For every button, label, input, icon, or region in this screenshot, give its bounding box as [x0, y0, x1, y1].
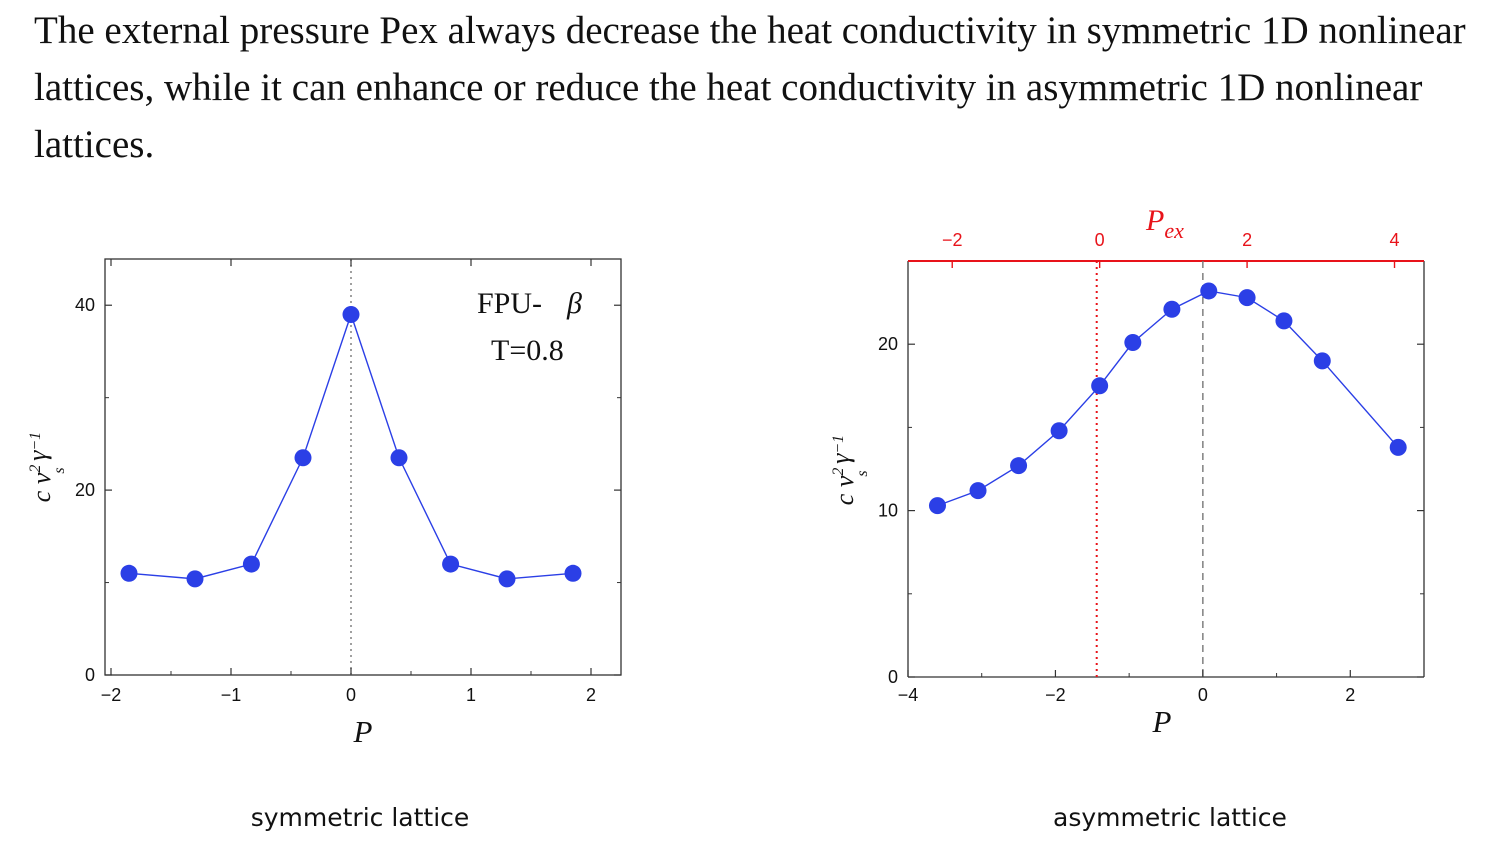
top-x-tick-label: 0: [1095, 230, 1105, 250]
y-tick-label: 10: [878, 501, 898, 521]
data-point: [1238, 289, 1256, 307]
y-axis-label-text: c v2 s γ−1: [826, 435, 871, 505]
data-point: [390, 449, 408, 467]
y-tick-label: 0: [888, 667, 898, 687]
y-tick-label: 40: [75, 295, 95, 315]
data-point: [186, 570, 204, 588]
x-tick-label: 0: [1198, 685, 1208, 705]
data-point: [294, 449, 312, 467]
y-axis-label: c v2 s γ−1: [23, 432, 68, 502]
data-point: [342, 305, 360, 323]
data-point: [1050, 422, 1068, 440]
annotation-model-beta: β: [566, 287, 582, 320]
x-tick-label: 1: [466, 685, 476, 705]
caption-asymmetric-lattice: asymmetric lattice: [1053, 803, 1287, 832]
x-tick-label: 2: [586, 685, 596, 705]
data-point: [1200, 282, 1218, 300]
headline-text: The external pressure Pex always decreas…: [34, 9, 1466, 166]
x-axis-title: P: [1152, 704, 1172, 739]
x-axis-title: P: [353, 714, 373, 749]
data-point: [1091, 377, 1109, 395]
x-tick-label: −1: [221, 685, 242, 705]
data-point: [1124, 334, 1142, 352]
annotation-temperature: T=0.8: [491, 334, 564, 367]
annotation-model: FPU-: [477, 287, 542, 320]
top-x-tick-label: −2: [942, 230, 963, 250]
data-point: [564, 564, 582, 582]
data-point: [1313, 352, 1331, 370]
series-line: [937, 290, 1399, 507]
data-point: [1163, 300, 1181, 318]
y-tick-label: 20: [878, 334, 898, 354]
data-point: [1275, 312, 1293, 330]
data-point: [442, 555, 460, 573]
data-point: [498, 570, 516, 588]
chart-asymmetric-lattice: −4 −2 0 2 −2 0 2 4 0 10 20 P Pex c v2 s γ−1: [826, 204, 1425, 739]
top-x-axis-title: Pex: [1145, 204, 1184, 243]
x-tick-label: 2: [1345, 685, 1355, 705]
y-axis-label-text: c v2 s γ−1: [23, 432, 68, 502]
data-point: [1010, 457, 1028, 475]
plot-frame: [104, 258, 622, 676]
x-tick-label: −2: [1045, 685, 1066, 705]
data-point: [242, 555, 260, 573]
top-x-tick-label: 4: [1390, 230, 1400, 250]
y-tick-label: 0: [85, 665, 95, 685]
x-tick-label: 0: [346, 685, 356, 705]
top-x-tick-label: 2: [1242, 230, 1252, 250]
data-point: [969, 482, 987, 500]
x-tick-label: −4: [898, 685, 919, 705]
data-point: [928, 497, 946, 515]
data-point: [120, 564, 138, 582]
data-point: [1389, 438, 1407, 456]
caption-symmetric-lattice: symmetric lattice: [250, 803, 470, 832]
x-tick-label: −2: [101, 685, 122, 705]
y-axis-label: c v2 s γ−1: [826, 435, 871, 505]
y-tick-label: 20: [75, 480, 95, 500]
